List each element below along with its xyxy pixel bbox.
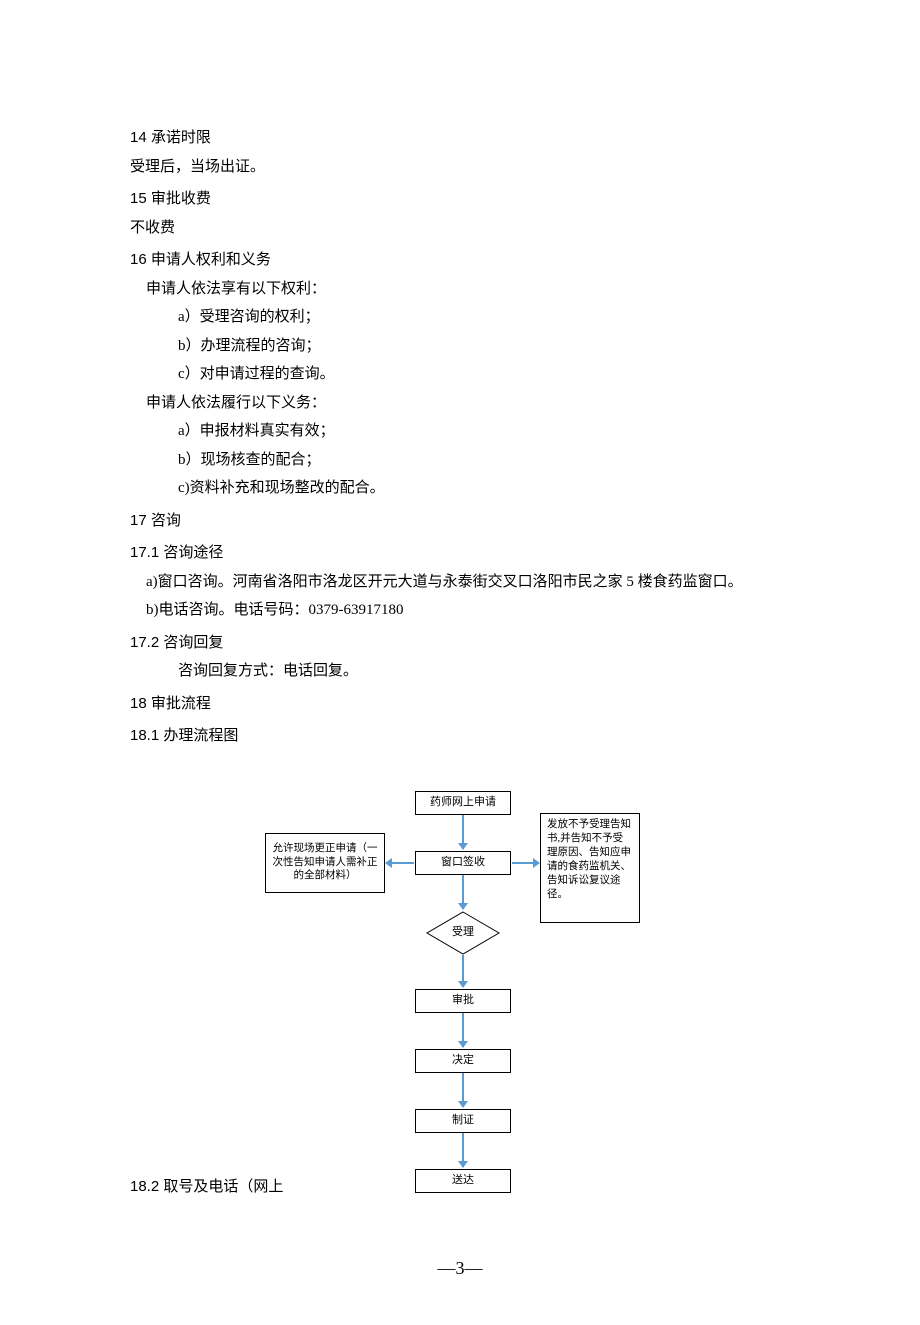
duty-c: c)资料补充和现场整改的配合。 xyxy=(130,474,790,503)
heading-16: 16 申请人权利和义务 xyxy=(130,246,790,275)
flow-node-decide: 决定 xyxy=(415,1049,511,1073)
right-b: b）办理流程的咨询； xyxy=(130,332,790,361)
arrow-3-4 xyxy=(462,955,464,987)
page-number: —3— xyxy=(130,1251,790,1285)
duty-b: b）现场核查的配合； xyxy=(130,446,790,475)
heading-14: 14 承诺时限 xyxy=(130,124,790,153)
arrow-1-2 xyxy=(462,815,464,849)
duty-a: a）申报材料真实有效； xyxy=(130,417,790,446)
arrow-to-right xyxy=(512,862,539,864)
arrow-5-6 xyxy=(462,1073,464,1107)
right-a: a）受理咨询的权利； xyxy=(130,303,790,332)
section-17: 17 咨询 17.1 咨询途径 a)窗口咨询。河南省洛阳市洛龙区开元大道与永泰街… xyxy=(130,507,790,686)
right-c: c）对申请过程的查询。 xyxy=(130,360,790,389)
rights-intro: 申请人依法享有以下权利： xyxy=(130,275,790,304)
flowchart: 药师网上申请 窗口签收 受理 审批 决定 制证 送达 允许现场更正申请（一次性告… xyxy=(130,791,790,1221)
route-a: a)窗口咨询。河南省洛阳市洛龙区开元大道与永泰街交叉口洛阳市民之家 5 楼食药监… xyxy=(130,568,790,597)
section-18: 18 审批流程 18.1 办理流程图 xyxy=(130,690,790,751)
arrow-to-left xyxy=(386,862,414,864)
flow-node-right: 发放不予受理告知书,并告知不予受理原因、告知应申请的食药监机关、告知诉讼复议途径… xyxy=(540,813,640,923)
heading-17: 17 咨询 xyxy=(130,507,790,536)
reply-text: 咨询回复方式：电话回复。 xyxy=(130,657,790,686)
heading-18-1: 18.1 办理流程图 xyxy=(130,722,790,751)
heading-18-2: 18.2 取号及电话（网上 xyxy=(130,1173,283,1202)
body-15: 不收费 xyxy=(130,214,790,243)
section-15: 15 审批收费 不收费 xyxy=(130,185,790,242)
flow-node-apply: 药师网上申请 xyxy=(415,791,511,815)
flow-node-cert: 制证 xyxy=(415,1109,511,1133)
flow-node-deliver: 送达 xyxy=(415,1169,511,1193)
heading-17-2: 17.2 咨询回复 xyxy=(130,629,790,658)
body-14: 受理后，当场出证。 xyxy=(130,153,790,182)
flow-node-accept: 受理 xyxy=(426,911,500,955)
heading-18: 18 审批流程 xyxy=(130,690,790,719)
heading-15: 15 审批收费 xyxy=(130,185,790,214)
heading-17-1: 17.1 咨询途径 xyxy=(130,539,790,568)
section-14: 14 承诺时限 受理后，当场出证。 xyxy=(130,124,790,181)
flow-node-left: 允许现场更正申请（一次性告知申请人需补正的全部材料） xyxy=(265,833,385,893)
route-b: b)电话咨询。电话号码：0379-63917180 xyxy=(130,596,790,625)
duties-intro: 申请人依法履行以下义务： xyxy=(130,389,790,418)
arrow-4-5 xyxy=(462,1013,464,1047)
flow-node-receive: 窗口签收 xyxy=(415,851,511,875)
section-16: 16 申请人权利和义务 申请人依法享有以下权利： a）受理咨询的权利； b）办理… xyxy=(130,246,790,503)
arrow-6-7 xyxy=(462,1133,464,1167)
arrow-2-3 xyxy=(462,875,464,909)
flow-node-approve: 审批 xyxy=(415,989,511,1013)
